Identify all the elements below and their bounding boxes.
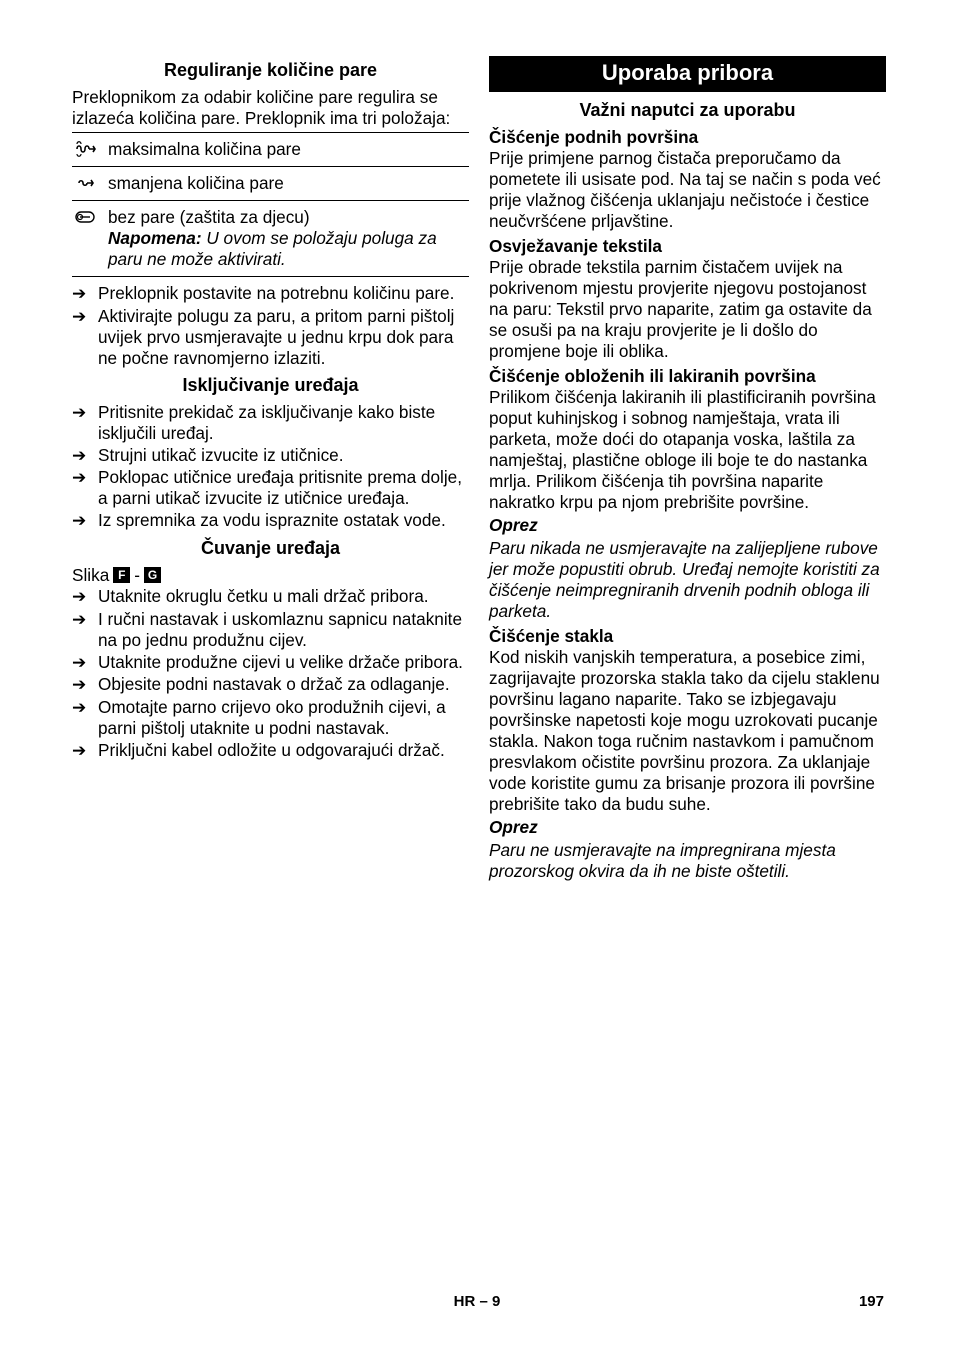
arrow-icon: ➔ xyxy=(72,586,98,608)
para-glass: Kod niskih vanjskih temperatura, a poseb… xyxy=(489,647,886,815)
list-item: ➔Iz spremnika za vodu ispraznite ostatak… xyxy=(72,510,469,532)
arrow-list-3: ➔Utaknite okruglu četku u mali držač pri… xyxy=(72,586,469,762)
arrow-list-2: ➔Pritisnite prekidač za isključivanje ka… xyxy=(72,402,469,532)
steam-row-mid: smanjena količina pare xyxy=(72,170,469,197)
divider xyxy=(72,132,469,133)
arrow-icon: ➔ xyxy=(72,652,98,674)
para-coated: Prilikom čišćenja lakiranih ili plastifi… xyxy=(489,387,886,513)
caution-label-2: Oprez xyxy=(489,817,886,838)
list-item: ➔Objesite podni nastavak o držač za odla… xyxy=(72,674,469,696)
heading-turn-off: Isključivanje uređaja xyxy=(72,375,469,396)
arrow-icon: ➔ xyxy=(72,283,98,305)
list-item: ➔Priključni kabel odložite u odgovarajuć… xyxy=(72,740,469,762)
caution-text-1: Paru nikada ne usmjeravajte na zalijeplj… xyxy=(489,538,886,622)
list-item-text: Priključni kabel odložite u odgovarajući… xyxy=(98,740,469,761)
note-label: Napomena: xyxy=(108,228,202,248)
list-item: ➔Strujni utikač izvucite iz utičnice. xyxy=(72,445,469,467)
subheading-floor: Čišćenje podnih površina xyxy=(489,127,886,148)
subheading-textile: Osvježavanje tekstila xyxy=(489,236,886,257)
arrow-list-1: ➔Preklopnik postavite na potrebnu količi… xyxy=(72,283,469,369)
intro-paragraph: Preklopnikom za odabir količine pare reg… xyxy=(72,87,469,129)
list-item: ➔Poklopac utičnice uređaja pritisnite pr… xyxy=(72,467,469,509)
para-floor: Prije primjene parnog čistača preporučam… xyxy=(489,148,886,232)
para-textile: Prije obrade tekstila parnim čistačem uv… xyxy=(489,257,886,362)
divider xyxy=(72,200,469,201)
list-item: ➔Aktivirajte polugu za paru, a pritom pa… xyxy=(72,306,469,369)
heading-steam-amount: Reguliranje količine pare xyxy=(72,60,469,81)
steam-row-off-text: bez pare (zaštita za djecu) Napomena: U … xyxy=(108,207,469,270)
arrow-icon: ➔ xyxy=(72,697,98,719)
steam-row-max-text: maksimalna količina pare xyxy=(108,139,469,160)
heading-important-notes: Važni naputci za uporabu xyxy=(489,100,886,121)
divider xyxy=(72,276,469,277)
list-item: ➔Utaknite okruglu četku u mali držač pri… xyxy=(72,586,469,608)
dash: - xyxy=(134,565,140,586)
caution-label-1: Oprez xyxy=(489,515,886,536)
steam-off-icon xyxy=(72,207,98,225)
list-item-text: Preklopnik postavite na potrebnu količin… xyxy=(98,283,469,304)
slika-label: Slika xyxy=(72,565,109,586)
list-item: ➔Pritisnite prekidač za isključivanje ka… xyxy=(72,402,469,444)
list-item-text: Omotajte parno crijevo oko produžnih cij… xyxy=(98,697,469,739)
letter-box-f: F xyxy=(113,567,130,583)
list-item-text: Pritisnite prekidač za isključivanje kak… xyxy=(98,402,469,444)
banner-accessories: Uporaba pribora xyxy=(489,56,886,92)
arrow-icon: ➔ xyxy=(72,740,98,762)
arrow-icon: ➔ xyxy=(72,510,98,532)
divider xyxy=(72,166,469,167)
steam-mid-icon xyxy=(72,173,98,191)
steam-max-icon xyxy=(72,139,98,157)
steam-row-max: maksimalna količina pare xyxy=(72,136,469,163)
list-item-text: Poklopac utičnice uređaja pritisnite pre… xyxy=(98,467,469,509)
arrow-icon: ➔ xyxy=(72,467,98,489)
list-item-text: Iz spremnika za vodu ispraznite ostatak … xyxy=(98,510,469,531)
arrow-icon: ➔ xyxy=(72,609,98,631)
list-item-text: Utaknite okruglu četku u mali držač prib… xyxy=(98,586,469,607)
row-off-line1: bez pare (zaštita za djecu) xyxy=(108,207,310,227)
list-item-text: Aktivirajte polugu za paru, a pritom par… xyxy=(98,306,469,369)
subheading-coated: Čišćenje obloženih ili lakiranih površin… xyxy=(489,366,886,387)
footer-center: HR – 9 xyxy=(454,1293,501,1310)
steam-row-off: bez pare (zaštita za djecu) Napomena: U … xyxy=(72,204,469,273)
letter-box-g: G xyxy=(144,567,161,583)
list-item: ➔Omotajte parno crijevo oko produžnih ci… xyxy=(72,697,469,739)
list-item-text: Utaknite produžne cijevi u velike držače… xyxy=(98,652,469,673)
arrow-icon: ➔ xyxy=(72,306,98,328)
list-item: ➔I ručni nastavak i uskomlaznu sapnicu n… xyxy=(72,609,469,651)
page-footer: HR – 9 197 xyxy=(0,1293,954,1310)
footer-page-number: 197 xyxy=(859,1293,884,1310)
heading-storage: Čuvanje uređaja xyxy=(72,538,469,559)
figure-reference: Slika F - G xyxy=(72,565,469,586)
arrow-icon: ➔ xyxy=(72,674,98,696)
arrow-icon: ➔ xyxy=(72,445,98,467)
list-item-text: Strujni utikač izvucite iz utičnice. xyxy=(98,445,469,466)
list-item-text: Objesite podni nastavak o držač za odlag… xyxy=(98,674,469,695)
list-item: ➔Preklopnik postavite na potrebnu količi… xyxy=(72,283,469,305)
caution-text-2: Paru ne usmjeravajte na impregnirana mje… xyxy=(489,840,886,882)
list-item: ➔Utaknite produžne cijevi u velike držač… xyxy=(72,652,469,674)
subheading-glass: Čišćenje stakla xyxy=(489,626,886,647)
arrow-icon: ➔ xyxy=(72,402,98,424)
list-item-text: I ručni nastavak i uskomlaznu sapnicu na… xyxy=(98,609,469,651)
steam-row-mid-text: smanjena količina pare xyxy=(108,173,469,194)
